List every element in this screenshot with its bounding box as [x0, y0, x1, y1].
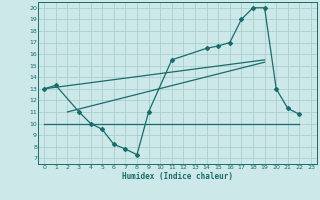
- X-axis label: Humidex (Indice chaleur): Humidex (Indice chaleur): [122, 172, 233, 181]
